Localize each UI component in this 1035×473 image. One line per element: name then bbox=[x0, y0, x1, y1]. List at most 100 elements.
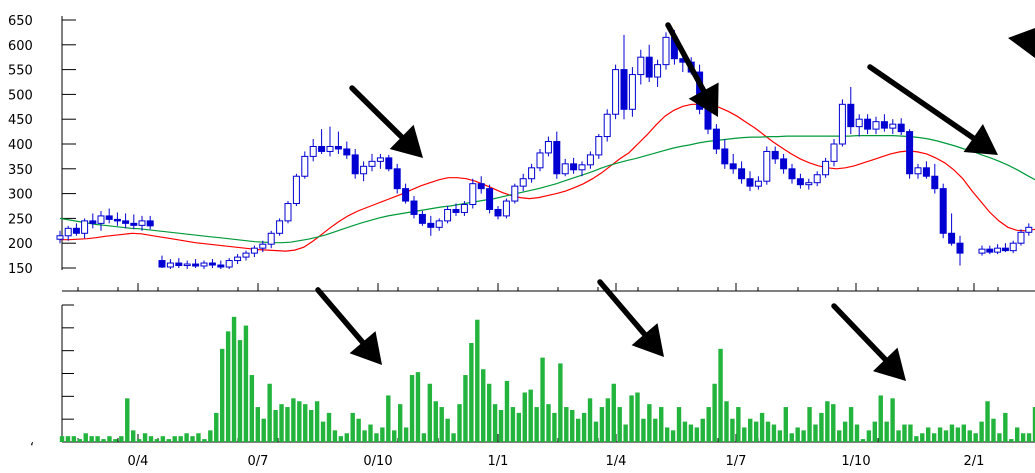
x-tick-label: 0/4 bbox=[128, 454, 149, 468]
volume-bar bbox=[1003, 412, 1008, 442]
volume-bar bbox=[926, 427, 931, 442]
volume-bar bbox=[676, 407, 682, 442]
candle-body-down bbox=[771, 150, 779, 160]
candle-body-up bbox=[166, 262, 174, 268]
candle-body-up bbox=[528, 167, 536, 180]
candle-body-down bbox=[410, 200, 418, 215]
candle-body-up bbox=[368, 160, 376, 167]
volume-bar bbox=[403, 427, 409, 442]
candle-body-up bbox=[460, 204, 468, 213]
candle-body-up bbox=[97, 215, 105, 224]
volume-bar bbox=[914, 436, 919, 442]
volume-bar bbox=[279, 404, 284, 442]
candle-body-up bbox=[914, 167, 922, 175]
candle-body-up bbox=[234, 256, 242, 262]
candle-body-down bbox=[746, 178, 754, 187]
volume-bar bbox=[664, 427, 670, 442]
volume-bar bbox=[890, 398, 895, 442]
volume-bar bbox=[575, 418, 581, 442]
candle-body-up bbox=[813, 174, 821, 184]
candle-body-down bbox=[146, 220, 154, 227]
candle-body-up bbox=[309, 145, 317, 157]
candle-body-up bbox=[805, 182, 813, 186]
volume-bar bbox=[415, 372, 421, 442]
volume-bar bbox=[783, 407, 789, 442]
volume-bar bbox=[534, 407, 539, 442]
volume-bar bbox=[320, 421, 326, 442]
volume-bar bbox=[308, 409, 314, 442]
candle-body-up bbox=[978, 248, 986, 254]
candle-body-down bbox=[122, 220, 130, 224]
annotation-arrow-shaft bbox=[665, 22, 707, 94]
candle-body-down bbox=[418, 213, 426, 224]
volume-bar bbox=[219, 348, 225, 442]
volume-bar bbox=[528, 389, 533, 442]
volume-bar bbox=[985, 401, 990, 442]
candle-body-down bbox=[130, 222, 138, 226]
volume-bar bbox=[273, 409, 278, 442]
annotation-arrow-head bbox=[349, 331, 382, 365]
volume-bar bbox=[831, 404, 836, 442]
volume-bar bbox=[599, 407, 605, 442]
volume-bar bbox=[314, 401, 320, 442]
volume-bar bbox=[261, 418, 266, 442]
candle-body-up bbox=[444, 208, 452, 222]
annotation-arrow-shaft bbox=[831, 303, 888, 363]
volume-bar bbox=[516, 412, 522, 442]
x-tick-label: 0/10 bbox=[363, 454, 392, 468]
volume-bar bbox=[819, 412, 824, 442]
volume-bar bbox=[617, 407, 622, 442]
candle-body-up bbox=[603, 113, 611, 138]
volume-bar bbox=[759, 412, 765, 442]
volume-bar bbox=[172, 436, 177, 442]
candle-body-up bbox=[595, 136, 603, 156]
volume-bar bbox=[611, 383, 616, 442]
volume-bar bbox=[89, 436, 94, 442]
volume-bar bbox=[724, 401, 729, 442]
annotation-arrow-head bbox=[389, 124, 423, 158]
candle-body-down bbox=[721, 148, 729, 165]
candle-body-down bbox=[704, 108, 712, 130]
candle-body-up bbox=[822, 160, 830, 176]
volume-bar bbox=[184, 433, 189, 442]
candle-body-up bbox=[301, 155, 309, 177]
volume-bar bbox=[142, 433, 148, 442]
volume-bar bbox=[653, 418, 658, 442]
volume-bar bbox=[872, 421, 878, 442]
volume-bar bbox=[753, 421, 759, 442]
volume-bar bbox=[303, 404, 308, 442]
volume-bar bbox=[368, 424, 373, 442]
volume-bar bbox=[421, 433, 427, 442]
candle-body-down bbox=[343, 148, 351, 156]
candle-body-down bbox=[477, 183, 485, 190]
volume-bar bbox=[623, 424, 628, 442]
candle-body-up bbox=[578, 164, 586, 171]
volume-bar bbox=[463, 375, 468, 442]
price-axis: 150 200 250 300 350 400 450 500 550 600 650 bbox=[8, 14, 76, 277]
volume-bar bbox=[742, 427, 747, 442]
volume-bar bbox=[344, 433, 349, 442]
candle-body-up bbox=[502, 200, 510, 217]
volume-bar bbox=[641, 418, 646, 442]
candle-body-down bbox=[939, 188, 947, 234]
volume-bar bbox=[409, 375, 415, 442]
candle-body-up bbox=[200, 262, 208, 267]
volume-bar bbox=[552, 412, 557, 442]
candle-body-down bbox=[89, 220, 97, 224]
candle-body-up bbox=[81, 220, 89, 234]
candle-body-up bbox=[267, 232, 275, 245]
candle-body-up bbox=[376, 157, 384, 162]
volume-bar bbox=[208, 430, 213, 442]
moving-average-line bbox=[60, 103, 1035, 252]
volume-bar bbox=[59, 436, 65, 442]
candle-body-down bbox=[1001, 247, 1009, 252]
volume-bar bbox=[77, 439, 82, 442]
candle-body-up bbox=[662, 36, 670, 66]
volume-bar bbox=[475, 319, 480, 442]
candle-body-down bbox=[796, 178, 804, 186]
candle-body-up bbox=[284, 203, 292, 222]
candle-body-up bbox=[838, 103, 846, 145]
volume-bar bbox=[825, 401, 830, 442]
volume-bar bbox=[896, 430, 901, 442]
